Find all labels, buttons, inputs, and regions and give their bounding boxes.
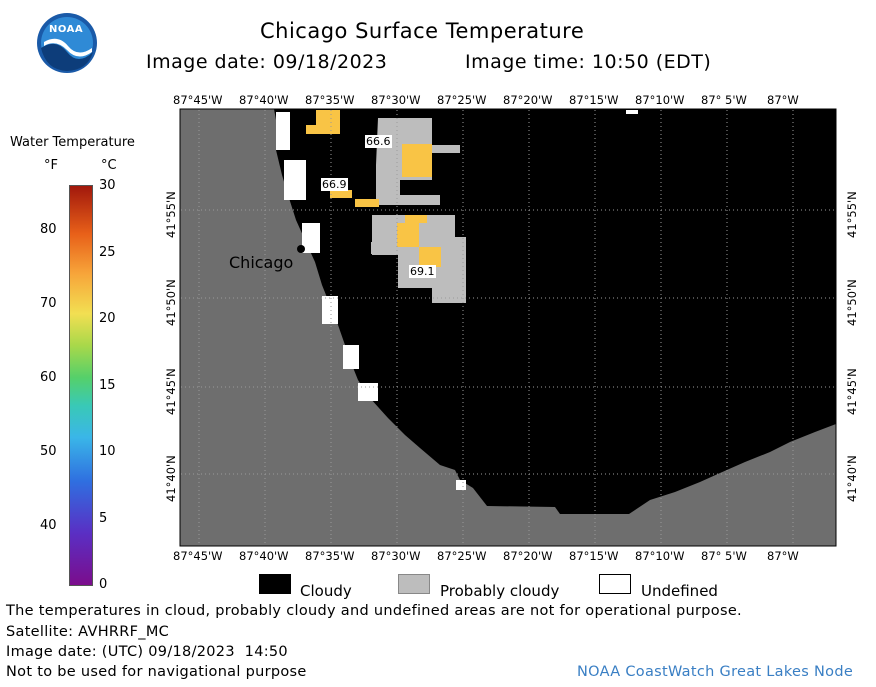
colorbar-unit-f: °F — [44, 158, 58, 173]
colorbar-f-tick: 70 — [40, 296, 57, 312]
legend-cloudy-swatch — [259, 574, 291, 594]
lon-label-bottom: 87°10'W — [635, 549, 685, 563]
footer-satellite: Satellite: AVHRRF_MC — [6, 624, 170, 640]
lon-label-top: 87°W — [767, 93, 799, 107]
colorbar-c-tick: 30 — [99, 178, 116, 193]
colorbar — [69, 185, 93, 586]
lon-label-bottom: 87°15'W — [569, 549, 619, 563]
lon-label-top: 87°40'W — [239, 93, 289, 107]
footer-utc-date: Image date: (UTC) 09/18/2023 14:50 — [6, 644, 288, 660]
legend-undefined-label: Undefined — [641, 582, 718, 600]
colorbar-c-tick: 0 — [99, 577, 108, 592]
lon-label-bottom: 87°35'W — [305, 549, 355, 563]
lat-label-right: 41°50'N — [845, 279, 859, 326]
temp-label-1: 66.6 — [365, 135, 392, 148]
colorbar-f-tick: 60 — [40, 370, 57, 386]
colorbar-c-tick: 15 — [99, 377, 116, 393]
lon-label-top: 87°30'W — [371, 93, 421, 107]
colorbar-f-tick: 40 — [40, 517, 57, 533]
lon-label-bottom: 87°25'W — [437, 549, 487, 563]
legend-cloudy-label: Cloudy — [300, 582, 352, 600]
lat-label-right: 41°55'N — [845, 191, 859, 238]
lon-label-bottom: 87°30'W — [371, 549, 421, 563]
colorbar-c-tick: 20 — [99, 311, 116, 326]
temp-label-3: 69.1 — [409, 265, 436, 278]
colorbar-c-tick: 5 — [99, 510, 108, 526]
noaa-logo-text: NOAA — [49, 24, 84, 35]
legend-probably-cloudy-swatch — [398, 574, 430, 594]
lon-label-top: 87° 5'W — [701, 93, 747, 107]
lat-label-left: 41°55'N — [164, 191, 178, 238]
colorbar-f-tick: 50 — [40, 444, 57, 459]
chicago-marker — [297, 245, 305, 253]
colorbar-unit-c: °C — [101, 158, 117, 173]
legend-probably-cloudy-label: Probably cloudy — [440, 582, 560, 600]
lon-label-top: 87°15'W — [569, 93, 619, 107]
lat-label-left: 41°50'N — [164, 279, 178, 326]
lon-label-top: 87°10'W — [635, 93, 685, 107]
lon-label-bottom: 87° 5'W — [701, 549, 747, 563]
footer-credit: NOAA CoastWatch Great Lakes Node — [577, 664, 854, 680]
warm-water-areas — [306, 110, 441, 267]
lon-label-bottom: 87°20'W — [503, 549, 553, 563]
lon-label-top: 87°25'W — [437, 93, 487, 107]
colorbar-c-tick: 25 — [99, 244, 116, 260]
colorbar-c-tick: 10 — [99, 444, 116, 459]
lat-label-right: 41°45'N — [845, 368, 859, 415]
lon-label-top: 87°35'W — [305, 93, 355, 107]
footer-nav-warning: Not to be used for navigational purpose — [6, 664, 307, 680]
lon-label-bottom: 87°W — [767, 549, 799, 563]
lon-label-top: 87°20'W — [503, 93, 553, 107]
land — [180, 109, 836, 546]
lat-label-left: 41°40'N — [164, 455, 178, 502]
noaa-logo — [37, 13, 97, 73]
image-time: Image time: 10:50 (EDT) — [465, 51, 712, 73]
city-label: Chicago — [229, 253, 294, 272]
image-date: Image date: 09/18/2023 — [146, 51, 388, 73]
page-title: Chicago Surface Temperature — [260, 19, 585, 43]
undefined-areas — [276, 110, 638, 490]
lat-label-right: 41°40'N — [845, 455, 859, 502]
footer-note: The temperatures in cloud, probably clou… — [6, 603, 742, 619]
lat-label-left: 41°45'N — [164, 368, 178, 415]
lon-label-bottom: 87°40'W — [239, 549, 289, 563]
legend-undefined-swatch — [599, 574, 631, 594]
temp-label-2: 66.9 — [321, 178, 348, 191]
colorbar-f-tick: 80 — [40, 222, 57, 238]
lon-label-bottom: 87°45'W — [173, 549, 223, 563]
colorbar-title: Water Temperature — [10, 135, 135, 150]
lon-label-top: 87°45'W — [173, 93, 223, 107]
